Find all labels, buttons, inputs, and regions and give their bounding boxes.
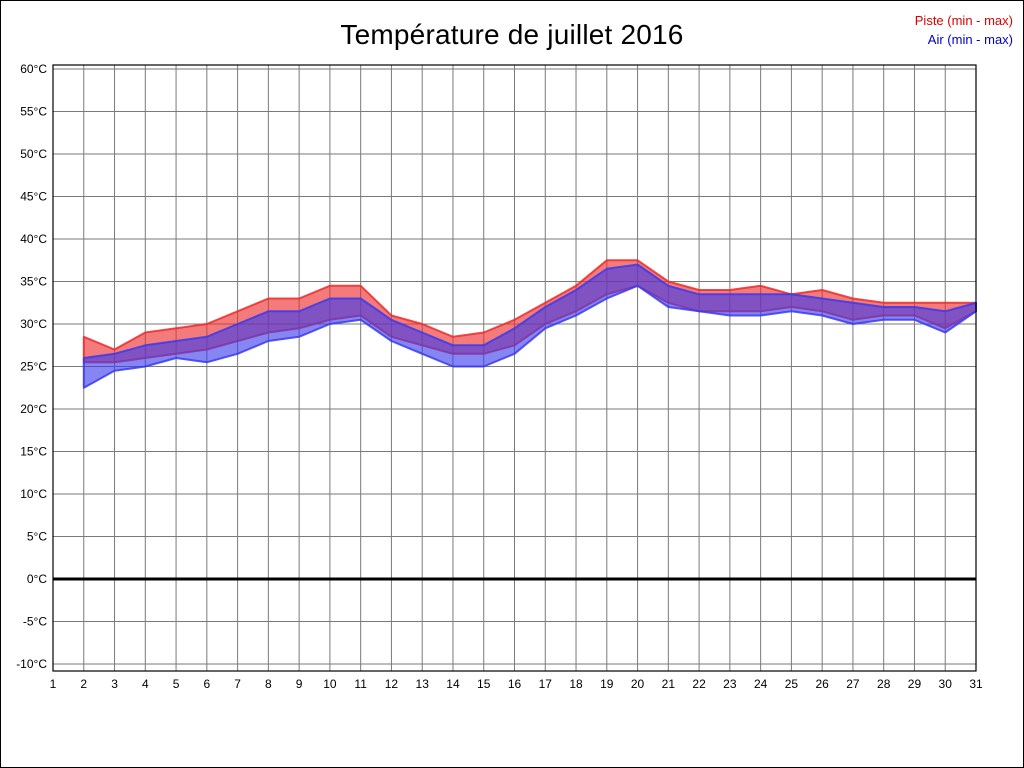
svg-text:12: 12 bbox=[385, 677, 399, 691]
svg-text:2: 2 bbox=[80, 677, 87, 691]
svg-text:55°C: 55°C bbox=[20, 105, 47, 119]
svg-text:19: 19 bbox=[600, 677, 614, 691]
svg-text:30: 30 bbox=[939, 677, 953, 691]
chart-title: Température de juillet 2016 bbox=[340, 19, 684, 50]
svg-text:23: 23 bbox=[723, 677, 737, 691]
svg-text:7: 7 bbox=[234, 677, 241, 691]
svg-text:15°C: 15°C bbox=[20, 445, 47, 459]
svg-text:11: 11 bbox=[354, 677, 367, 691]
svg-text:8: 8 bbox=[265, 677, 272, 691]
svg-text:29: 29 bbox=[908, 677, 922, 691]
svg-text:35°C: 35°C bbox=[20, 275, 47, 289]
svg-text:25: 25 bbox=[785, 677, 799, 691]
svg-text:30°C: 30°C bbox=[20, 317, 47, 331]
legend-piste: Piste (min - max) bbox=[914, 13, 1013, 28]
svg-text:50°C: 50°C bbox=[20, 147, 47, 161]
legend-air: Air (min - max) bbox=[927, 32, 1013, 47]
svg-text:9: 9 bbox=[296, 677, 303, 691]
svg-text:13: 13 bbox=[416, 677, 430, 691]
svg-text:45°C: 45°C bbox=[20, 190, 47, 204]
svg-text:22: 22 bbox=[692, 677, 706, 691]
svg-text:10: 10 bbox=[323, 677, 337, 691]
svg-text:14: 14 bbox=[446, 677, 460, 691]
svg-text:26: 26 bbox=[815, 677, 829, 691]
svg-text:20°C: 20°C bbox=[20, 402, 47, 416]
svg-text:17: 17 bbox=[539, 677, 553, 691]
svg-text:5°C: 5°C bbox=[27, 530, 47, 544]
svg-text:28: 28 bbox=[877, 677, 891, 691]
svg-text:5: 5 bbox=[173, 677, 180, 691]
svg-text:0°C: 0°C bbox=[27, 572, 47, 586]
svg-text:31: 31 bbox=[969, 677, 983, 691]
svg-text:-5°C: -5°C bbox=[23, 615, 47, 629]
svg-text:6: 6 bbox=[203, 677, 210, 691]
svg-text:15: 15 bbox=[477, 677, 491, 691]
svg-text:40°C: 40°C bbox=[20, 232, 47, 246]
svg-text:21: 21 bbox=[662, 677, 676, 691]
svg-text:-10°C: -10°C bbox=[16, 657, 47, 671]
svg-text:27: 27 bbox=[846, 677, 860, 691]
svg-text:1: 1 bbox=[50, 677, 57, 691]
svg-text:18: 18 bbox=[569, 677, 583, 691]
legend: Piste (min - max) Air (min - max) bbox=[915, 11, 1013, 49]
svg-text:25°C: 25°C bbox=[20, 360, 47, 374]
svg-text:60°C: 60°C bbox=[20, 62, 47, 76]
svg-text:20: 20 bbox=[631, 677, 645, 691]
svg-text:4: 4 bbox=[142, 677, 149, 691]
svg-text:24: 24 bbox=[754, 677, 768, 691]
svg-text:3: 3 bbox=[111, 677, 118, 691]
svg-text:10°C: 10°C bbox=[20, 487, 47, 501]
svg-text:16: 16 bbox=[508, 677, 522, 691]
